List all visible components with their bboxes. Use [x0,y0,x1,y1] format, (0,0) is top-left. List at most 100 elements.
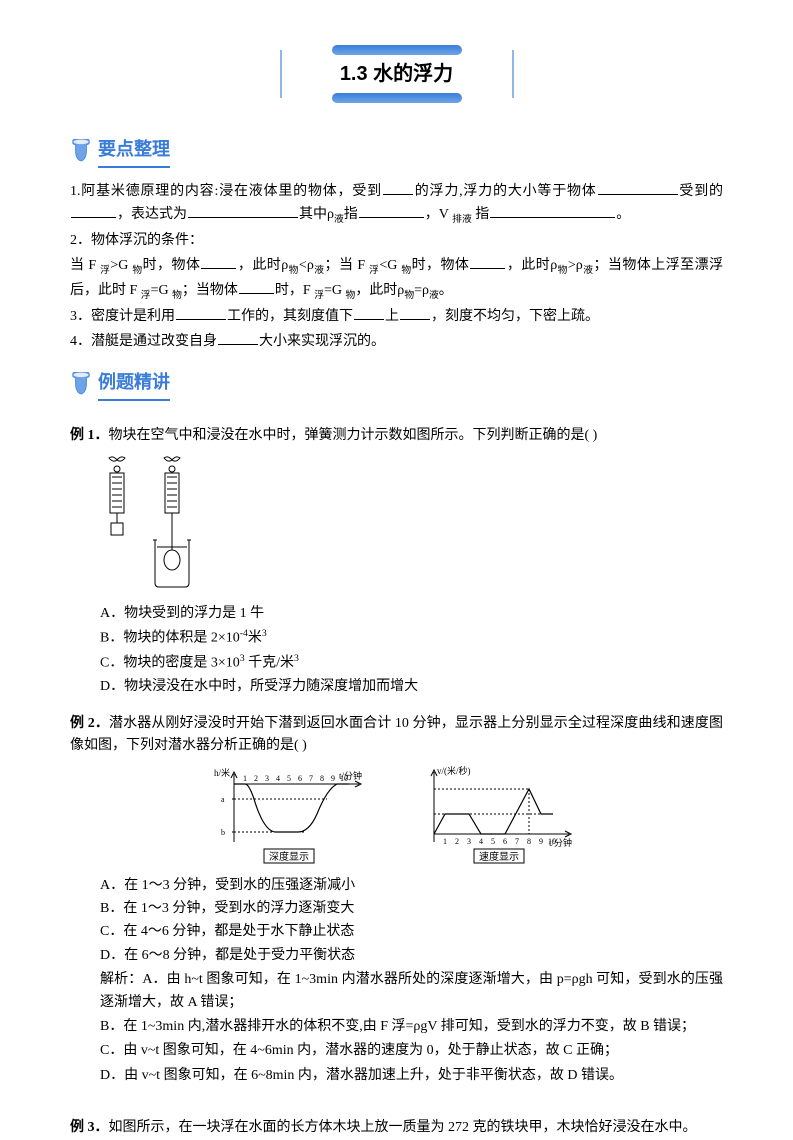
example-2: 例 2．潜水器从刚好浸没时开始下潜到返回水面合计 10 分钟，显示器上分别显示全… [70,713,723,1087]
t: =ρ [414,283,429,298]
ex3-stem-text: 如图所示，在一块浮在水面的长方体木块上放一质量为 272 克的铁块甲，木块恰好浸… [109,1120,697,1135]
example-3: 例 3．如图所示，在一块浮在水面的长方体木块上放一质量为 272 克的铁块甲，木… [70,1117,723,1139]
t: 千克/米 [245,656,294,671]
svg-text:9: 9 [539,837,543,846]
t: 物 [557,265,568,276]
t: 物 [288,265,299,276]
svg-text:10: 10 [548,837,556,846]
t: 上 [385,309,399,324]
t: ，表达式为 [117,207,187,222]
ex1-optB: B．物块的体积是 2×10-4米3 [100,626,723,650]
t: 指 [344,207,358,222]
t: 3 [262,628,267,639]
t: 浮 [314,289,324,300]
analysis-label: 解析： [100,972,142,987]
ex3-stem: 例 3．如图所示，在一块浮在水面的长方体木块上放一质量为 272 克的铁块甲，木… [70,1117,723,1139]
t: 液 [583,265,594,276]
svg-text:5: 5 [287,774,291,783]
svg-text:3: 3 [265,774,269,783]
t: 3 [294,653,299,664]
ana-c: C．由 v~t 图象可知，在 4~6min 内，潜水器的速度为 0，处于静止状态… [100,1040,723,1062]
t: ；当物体 [182,283,238,298]
ex1-stem: 例 1．物块在空气中和浸没在水中时，弹簧测力计示数如图所示。下列判断正确的是( … [70,425,723,447]
t: 浮 [100,265,110,276]
cup-icon [70,139,92,163]
t: >G [110,258,132,273]
svg-text:1: 1 [243,774,247,783]
svg-text:a: a [221,795,225,804]
ex3-label: 例 3． [70,1120,109,1135]
kp-line4: 3．密度计是利用工作的，其刻度值下上，刻度不均匀，下密上疏。 [70,305,723,328]
t: 时，物体 [412,258,470,273]
ana-b: B．在 1~3min 内,潜水器排开水的体积不变,由 F 浮=ρgV 排可知，受… [100,1016,723,1038]
svg-text:4: 4 [479,837,483,846]
svg-text:7: 7 [515,837,519,846]
t: 排液 [452,214,472,225]
ana-a: A．由 h~t 图象可知，在 1~3min 内潜水器所处的深度逐渐增大，由 p=… [100,972,723,1009]
svg-text:v/(米/秒): v/(米/秒) [437,765,471,776]
svg-text:8: 8 [320,774,324,783]
svg-text:7: 7 [309,774,313,783]
svg-text:b: b [221,828,225,837]
page-title-box: 1.3 水的浮力 [280,50,514,98]
t: 液 [314,265,325,276]
ana-d: D．由 v~t 图象可知，在 6~8min 内，潜水器加速上升，处于非平衡状态，… [100,1065,723,1087]
section-label-examples: 例题精讲 [98,368,170,401]
t: =G [324,283,346,298]
ex1-optC: C．物块的密度是 3×103 千克/米3 [100,651,723,675]
t: 。 [439,283,453,298]
ex2-optA: A．在 1～3 分钟，受到水的压强逐渐减小 [100,875,723,897]
ex2-optC: C．在 4～6 分钟，都是处于水下静止状态 [100,921,723,943]
t: 浮 [141,289,151,300]
t: 物 [346,289,356,300]
svg-text:6: 6 [503,837,507,846]
ex2-stem: 例 2．潜水器从刚好浸没时开始下潜到返回水面合计 10 分钟，显示器上分别显示全… [70,713,723,758]
t: 米 [248,631,262,646]
t: ，此时ρ [237,258,288,273]
t: 的浮力,浮力的大小等于物体 [414,184,597,199]
t: 3．密度计是利用 [70,309,175,324]
t: 大小来实现浮沉的。 [259,334,385,349]
section-header-keypoints: 要点整理 [70,135,170,168]
page-title: 1.3 水的浮力 [340,63,453,85]
t: 时，F [275,283,314,298]
t: 。 [616,207,630,222]
ex1-diagram [95,455,723,595]
section-label-keypoints: 要点整理 [98,135,170,168]
ex2-analysis: 解析：A．由 h~t 图象可知，在 1~3min 内潜水器所处的深度逐渐增大，由… [100,969,723,1087]
ex1-optD: D．物块浸没在水中时，所受浮力随深度增加而增大 [100,676,723,698]
svg-text:速度显示: 速度显示 [479,850,519,863]
ex1-optA: A．物块受到的浮力是 1 牛 [100,603,723,625]
speed-graph: v/(米/秒) t/分钟 12345678910 速度显示 [409,764,584,869]
ex1-label: 例 1． [70,428,109,443]
t: -4 [240,628,248,639]
depth-graph: h/米 t/分钟 12345678910 a b 深度显示 [209,764,379,869]
t: ；当 F [325,258,370,273]
svg-text:5: 5 [491,837,495,846]
example-1: 例 1．物块在空气中和浸没在水中时，弹簧测力计示数如图所示。下列判断正确的是( … [70,425,723,699]
t: 物 [404,289,414,300]
t: 受到的 [679,184,723,199]
kp-line3: 当 F 浮>G 物时，物体，此时ρ物<ρ液；当 F 浮<G 物时，物体，此时ρ物… [70,254,723,303]
t: B．物块的体积是 2×10 [100,631,240,646]
svg-text:1: 1 [443,837,447,846]
t: =G [151,283,173,298]
t: 物 [172,289,182,300]
svg-text:h/米: h/米 [214,767,230,778]
ex2-options: A．在 1～3 分钟，受到水的压强逐渐减小 B．在 1～3 分钟，受到水的浮力逐… [100,875,723,968]
t: 4．潜艇是通过改变自身 [70,334,217,349]
kp-line5: 4．潜艇是通过改变自身 大小来实现浮沉的。 [70,330,723,353]
t: 物 [132,265,142,276]
ex2-optB: B．在 1～3 分钟，受到水的浮力逐渐变大 [100,898,723,920]
svg-text:2: 2 [455,837,459,846]
t: 指 [472,207,490,222]
t: 时，物体 [143,258,201,273]
svg-text:8: 8 [527,837,531,846]
t: 物 [401,265,411,276]
t: 1.阿基米德原理的内容:浸在液体里的物体，受到 [70,184,382,199]
t: 其中ρ [299,207,334,222]
svg-text:10: 10 [340,774,348,783]
ex1-options: A．物块受到的浮力是 1 牛 B．物块的体积是 2×10-4米3 C．物块的密度… [100,603,723,699]
t: C．物块的密度是 3×10 [100,656,240,671]
svg-text:4: 4 [276,774,280,783]
